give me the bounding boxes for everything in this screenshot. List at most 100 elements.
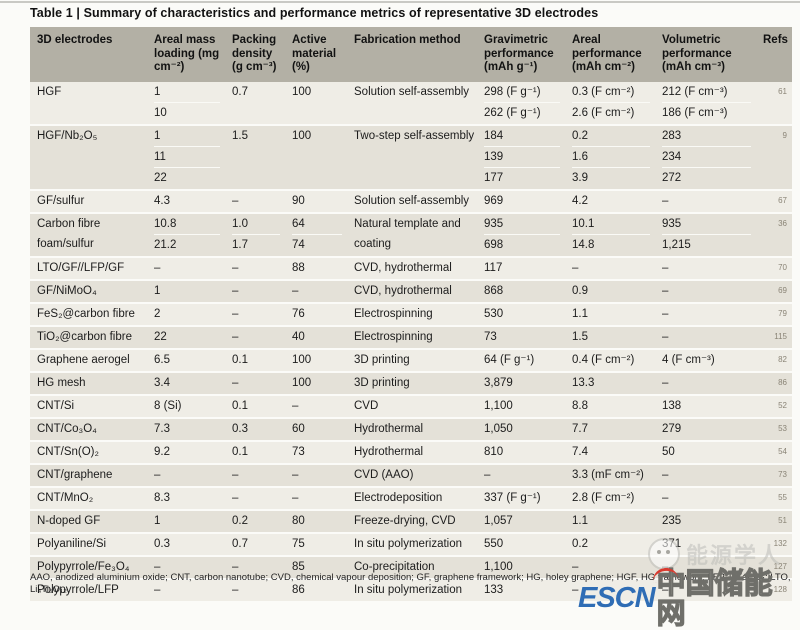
cell-ref: 9: [761, 126, 792, 189]
cell-packing: –: [230, 557, 290, 578]
cell-fabrication: CVD, hydrothermal: [352, 258, 482, 279]
reference-number: 128: [773, 584, 787, 594]
cell-value: 40: [292, 330, 305, 343]
cell-ref: 52: [761, 396, 792, 417]
cell-value: 235: [662, 514, 682, 527]
cell-packing: 0.1: [230, 396, 290, 417]
cell-value: Co-precipitation: [354, 560, 435, 573]
cell-value: HGF: [37, 85, 62, 98]
cell-value: 0.1: [232, 353, 248, 366]
cell-value: 1.5: [232, 129, 248, 142]
cell-loading: –: [152, 258, 230, 279]
cell-fabrication: CVD, hydrothermal: [352, 281, 482, 302]
reference-number: 132: [773, 538, 787, 548]
cell-ref: 82: [761, 350, 792, 371]
cell-value: CVD, hydrothermal: [354, 284, 452, 297]
table-row: CNT/Co₃O₄ 7.3 0.3 60 Hydrothermal 1,050 7.7 279…: [30, 418, 792, 442]
cell-value: –: [292, 399, 299, 412]
cell-value: 0.3: [154, 537, 170, 550]
summary-table: 3D electrodes Areal mass loading (mg cm⁻²…: [30, 27, 792, 603]
cell-volumetric: –: [660, 258, 761, 279]
cell-value: Polyaniline/Si: [37, 537, 107, 550]
cell-value: 0.7: [232, 85, 248, 98]
cell-active: 100: [290, 126, 352, 189]
cell-value: 6.5: [154, 353, 170, 366]
cell-volumetric: –: [660, 191, 761, 212]
cell-packing: –: [230, 327, 290, 348]
cell-value: 100: [292, 353, 312, 366]
cell-fabrication: CVD (AAO): [352, 465, 482, 486]
cell-volumetric: –: [660, 465, 761, 486]
table-row: GF/sulfur 4.3 – 90 Solution self-assembly 969…: [30, 190, 792, 214]
cell-active: 85: [290, 557, 352, 578]
cell-loading: 8.3: [152, 488, 230, 509]
cell-value: 935: [484, 214, 560, 235]
cell-gravimetric: 184 139 177: [482, 126, 570, 189]
reference-number: 54: [778, 446, 787, 456]
cell-ref: 69: [761, 281, 792, 302]
cell-areal: –: [570, 258, 660, 279]
column-header-gravimetric: Gravimetric performance (mAh g⁻¹): [484, 34, 554, 73]
cell-gravimetric: 133: [482, 580, 570, 601]
cell-value: 935: [662, 214, 751, 235]
cell-value: 3D printing: [354, 353, 410, 366]
cell-packing: 1.0 1.7: [230, 214, 290, 256]
cell-value: –: [154, 583, 161, 596]
cell-ref: 127: [761, 557, 792, 578]
cell-value: 184: [484, 126, 560, 147]
cell-value: 0.2: [232, 514, 248, 527]
cell-value: –: [662, 583, 669, 596]
cell-electrode: CNT/MnO₂: [30, 488, 152, 509]
cell-volumetric: –: [660, 580, 761, 601]
cell-loading: 22: [152, 327, 230, 348]
table-row: LTO/GF//LFP/GF – – 88 CVD, hydrothermal 117 – –…: [30, 257, 792, 281]
cell-value: HG mesh: [37, 376, 86, 389]
cell-value: 10: [154, 106, 167, 119]
cell-active: 100: [290, 373, 352, 394]
table-footnote: AAO, anodized aluminium oxide; CNT, carb…: [30, 572, 791, 595]
cell-value: –: [292, 468, 299, 481]
cell-value: GF/NiMoO₄: [37, 284, 97, 297]
cell-value: 272: [662, 171, 682, 184]
cell-value: –: [662, 284, 669, 297]
cell-value: 1: [154, 514, 161, 527]
cell-value: Hydrothermal: [354, 422, 424, 435]
cell-fabrication: 3D printing: [352, 373, 482, 394]
cell-value: 138: [662, 399, 682, 412]
cell-areal: 2.8 (F cm⁻²): [570, 488, 660, 509]
cell-loading: 10.8 21.2: [152, 214, 230, 256]
cell-value: 1.1: [572, 514, 588, 527]
cell-ref: 54: [761, 442, 792, 463]
cell-active: 88: [290, 258, 352, 279]
column-header-active: Active material (%): [292, 34, 337, 73]
cell-value: Electrospinning: [354, 330, 433, 343]
cell-value: 2.6 (F cm⁻²): [572, 106, 635, 119]
cell-value: 186 (F cm⁻³): [662, 106, 728, 119]
cell-value: 1,057: [484, 514, 513, 527]
cell-gravimetric: 969: [482, 191, 570, 212]
column-header-areal: Areal performance (mAh cm⁻²): [572, 34, 642, 73]
cell-value: 0.3 (F cm⁻²): [572, 82, 650, 103]
reference-number: 79: [778, 308, 787, 318]
cell-loading: –: [152, 465, 230, 486]
cell-packing: –: [230, 580, 290, 601]
cell-value: 4.2: [572, 194, 588, 207]
cell-value: –: [572, 560, 579, 573]
cell-value: 177: [484, 171, 504, 184]
cell-value: 1,100: [484, 560, 513, 573]
reference-number: 127: [773, 561, 787, 571]
cell-value: –: [232, 583, 239, 596]
cell-value: 75: [292, 537, 305, 550]
cell-ref: 61: [761, 82, 792, 124]
cell-fabrication: In situ polymerization: [352, 534, 482, 555]
cell-packing: –: [230, 373, 290, 394]
cell-value: –: [662, 491, 669, 504]
cell-loading: 1: [152, 511, 230, 532]
cell-value: –: [662, 194, 669, 207]
cell-gravimetric: 935 698: [482, 214, 570, 256]
cell-fabrication: Solution self-assembly: [352, 82, 482, 124]
cell-value: 279: [662, 422, 682, 435]
cell-active: 75: [290, 534, 352, 555]
cell-loading: 2: [152, 304, 230, 325]
reference-number: 36: [778, 218, 787, 228]
